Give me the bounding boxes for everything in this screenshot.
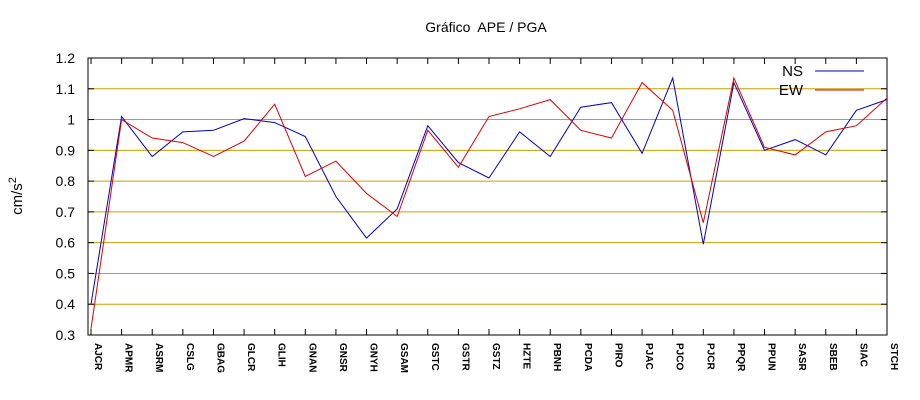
- x-tick-label: GSTC: [429, 343, 440, 371]
- x-axis-ticks: AJCR APMR ASRM CSLG GBAG GLCR GLIH GNAN GNSR GNYH…: [90, 58, 899, 373]
- y-tick-label: 1: [67, 112, 75, 128]
- x-tick-label: SASR: [796, 343, 807, 372]
- y-tick-label: 0.8: [56, 173, 76, 189]
- y-axis-ticks: 0.3 0.4 0.5 0.6 0.7 0.8 0.9 1 1.1 1.2: [56, 50, 887, 343]
- grid-lines: [88, 88, 887, 305]
- x-tick-label: ASRM: [153, 343, 164, 372]
- x-tick-label: PJCO: [674, 343, 685, 370]
- x-tick-label: AJCR: [92, 343, 103, 371]
- series-line-ew: [90, 76, 888, 329]
- series-line-ns: [90, 76, 888, 305]
- x-tick-label: HZTE: [521, 343, 532, 369]
- y-tick-label: 0.6: [56, 235, 76, 251]
- y-tick-label: 0.5: [56, 265, 76, 281]
- x-tick-label: PJCR: [704, 343, 715, 370]
- x-tick-label: PBNH: [551, 343, 562, 371]
- x-tick-label: GSTZ: [490, 343, 501, 370]
- x-tick-label: GLCR: [245, 343, 256, 372]
- legend-label: EW: [779, 82, 804, 99]
- y-tick-label: 0.9: [56, 142, 76, 158]
- x-tick-label: STCH: [888, 343, 899, 370]
- y-axis-unit-exponent: 2: [7, 177, 19, 183]
- y-axis-label: cm/s2: [7, 177, 26, 215]
- y-tick-label: 1.2: [56, 50, 76, 66]
- x-tick-label: GSAM: [398, 343, 409, 373]
- x-tick-label: GNSR: [337, 343, 348, 373]
- x-tick-label: PJAC: [643, 343, 654, 370]
- x-tick-label: PCDA: [582, 343, 593, 371]
- x-tick-label: GNAN: [306, 343, 317, 372]
- x-tick-label: GSTR: [459, 343, 470, 372]
- x-tick-label: GNYH: [368, 343, 379, 372]
- legend: NS EW: [779, 63, 864, 99]
- x-tick-label: CSLG: [184, 343, 195, 371]
- y-tick-label: 0.7: [56, 204, 76, 220]
- x-tick-label: PPUN: [766, 343, 777, 371]
- x-tick-label: PPQR: [735, 343, 746, 372]
- y-tick-label: 0.4: [56, 296, 76, 312]
- legend-label: NS: [782, 63, 803, 80]
- y-tick-label: 1.1: [56, 81, 76, 97]
- y-axis-unit: cm/s: [9, 183, 26, 215]
- y-tick-label: 0.3: [56, 327, 76, 343]
- chart-title: Gráfico APE / PGA: [425, 19, 547, 35]
- x-tick-label: GLIH: [276, 343, 287, 367]
- x-tick-label: SIAC: [857, 343, 868, 367]
- plot-area-frame: [87, 57, 888, 336]
- series-lines: [90, 76, 888, 329]
- x-tick-label: SBEB: [827, 343, 838, 371]
- x-tick-label: GBAG: [214, 343, 225, 373]
- x-tick-label: APMR: [123, 343, 134, 373]
- x-tick-label: PIRO: [612, 343, 623, 368]
